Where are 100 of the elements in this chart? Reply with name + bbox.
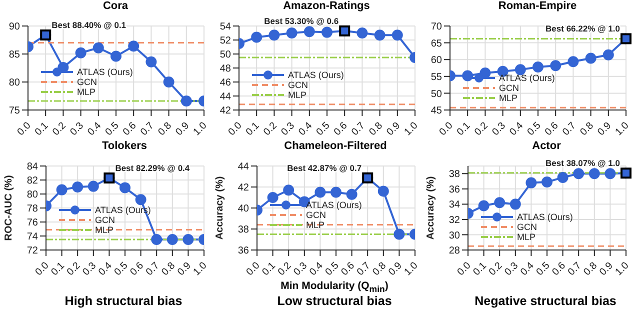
legend-label: GCN	[517, 222, 537, 232]
point	[602, 49, 614, 60]
point	[478, 200, 490, 212]
x-tick-label: 0.0	[438, 120, 456, 138]
point	[542, 176, 552, 188]
y-tick-label: 38	[448, 169, 460, 180]
y-axis-title: ROC-AUC (%)	[4, 175, 15, 241]
x-tick-label: 0.4	[86, 120, 104, 138]
legend-label: MLP	[499, 93, 518, 103]
point	[286, 28, 298, 38]
x-tick-label: 0.6	[332, 120, 350, 138]
point	[330, 186, 342, 198]
chart-title: Amazon-Ratings	[282, 0, 371, 12]
legend-label: GCN	[77, 77, 97, 87]
x-tick-label: 0.7	[144, 260, 162, 278]
point	[550, 60, 562, 72]
point	[494, 197, 506, 208]
x-tick-label: 0.2	[50, 120, 69, 138]
y-tick-label: 55	[430, 72, 442, 83]
point	[128, 40, 140, 52]
legend-label: ATLAS (Ours)	[499, 73, 555, 83]
point	[304, 26, 315, 38]
point	[110, 50, 122, 62]
x-tick-label: 0.3	[279, 120, 298, 138]
text: Low structural bias	[276, 294, 393, 308]
x-tick-label: 0.2	[276, 260, 294, 278]
x-tick-label: 0.9	[386, 260, 405, 278]
annotation: Best 82.29% @ 0.4	[115, 162, 190, 173]
y-axis-title: Accuracy (%)	[214, 176, 226, 240]
legend-label: GCN	[288, 80, 308, 90]
x-tick-label: 0.9	[596, 120, 614, 138]
x-tick-label: 0.3	[68, 120, 86, 138]
x-tick-label: 0.9	[174, 120, 192, 138]
y-tick-label: 80	[8, 78, 20, 89]
point	[346, 188, 358, 200]
x-tick-label: 0.0	[226, 120, 244, 138]
x-tick-label: 0.8	[367, 120, 386, 138]
point	[392, 30, 403, 41]
point	[374, 30, 386, 41]
point	[604, 168, 616, 180]
point	[135, 194, 146, 206]
x-tick-label: 0.1	[260, 260, 278, 278]
x-tick-label: 0.0	[34, 260, 52, 278]
x-tick-label: 0.0	[456, 260, 474, 278]
x-tick-label: 0.1	[471, 260, 490, 278]
y-tick-label: 60	[430, 55, 442, 66]
x-tick-label: 0.7	[566, 260, 584, 278]
x-tick-label: 0.4	[308, 260, 326, 278]
y-tick-label: 48	[220, 64, 232, 75]
x-tick-label: 0.2	[472, 120, 491, 138]
x-tick-label: 0.5	[112, 260, 130, 278]
point	[394, 228, 405, 240]
point	[146, 56, 157, 68]
legend-label: GCN	[95, 215, 115, 225]
point	[283, 184, 294, 196]
x-tick-label: 1.0	[402, 260, 420, 278]
y-tick-label: 78	[26, 204, 38, 215]
point	[557, 172, 568, 183]
point	[568, 56, 579, 68]
legend-label: GCN	[306, 210, 326, 220]
y-tick-label: 38	[238, 224, 250, 236]
x-tick-label: 0.5	[526, 120, 544, 138]
x-tick-label: 0.0	[244, 260, 262, 278]
point	[620, 33, 632, 44]
x-tick-label: 0.4	[518, 260, 537, 278]
x-tick-label: 0.5	[314, 120, 332, 138]
x-tick-label: 0.7	[355, 260, 374, 278]
text: High structural bias	[64, 294, 184, 308]
y-tick-label: 30	[448, 230, 460, 242]
y-tick-label: 46	[220, 78, 232, 89]
y-tick-label: 54	[220, 22, 232, 33]
y-tick-label: 34	[448, 200, 460, 211]
x-tick-label: 1.0	[192, 260, 210, 278]
legend-label: MLP	[517, 232, 536, 242]
point	[514, 64, 526, 76]
x-tick-label: 0.1	[455, 120, 474, 138]
annotation: Best 53.30% @ 0.6	[264, 16, 339, 26]
legend-label: MLP	[288, 90, 307, 100]
x-tick-label: 0.6	[550, 260, 568, 278]
point	[510, 198, 521, 210]
y-tick-label: 44	[220, 92, 232, 103]
point	[56, 184, 68, 196]
chart-title: Cora	[102, 0, 130, 12]
chart-title: Chameleon-Filtered	[283, 140, 388, 152]
x-tick-label: 1.0	[192, 120, 210, 138]
point	[322, 26, 332, 38]
y-tick-label: 44	[238, 162, 250, 173]
point	[166, 234, 178, 245]
x-tick-label: 0.0	[16, 120, 34, 138]
y-tick-label: 42	[238, 182, 250, 194]
y-tick-label: 40	[238, 204, 250, 215]
y-tick-label: 75	[8, 106, 20, 117]
legend-label: ATLAS (Ours)	[288, 70, 344, 80]
x-tick-label: 0.4	[508, 120, 526, 138]
x-tick-label: 0.8	[156, 120, 174, 138]
x-tick-label: 1.0	[614, 120, 632, 138]
legend-label: ATLAS (Ours)	[517, 212, 573, 222]
x-tick-label: 0.1	[33, 120, 52, 138]
x-tick-label: 0.6	[121, 120, 140, 138]
point	[151, 234, 162, 245]
